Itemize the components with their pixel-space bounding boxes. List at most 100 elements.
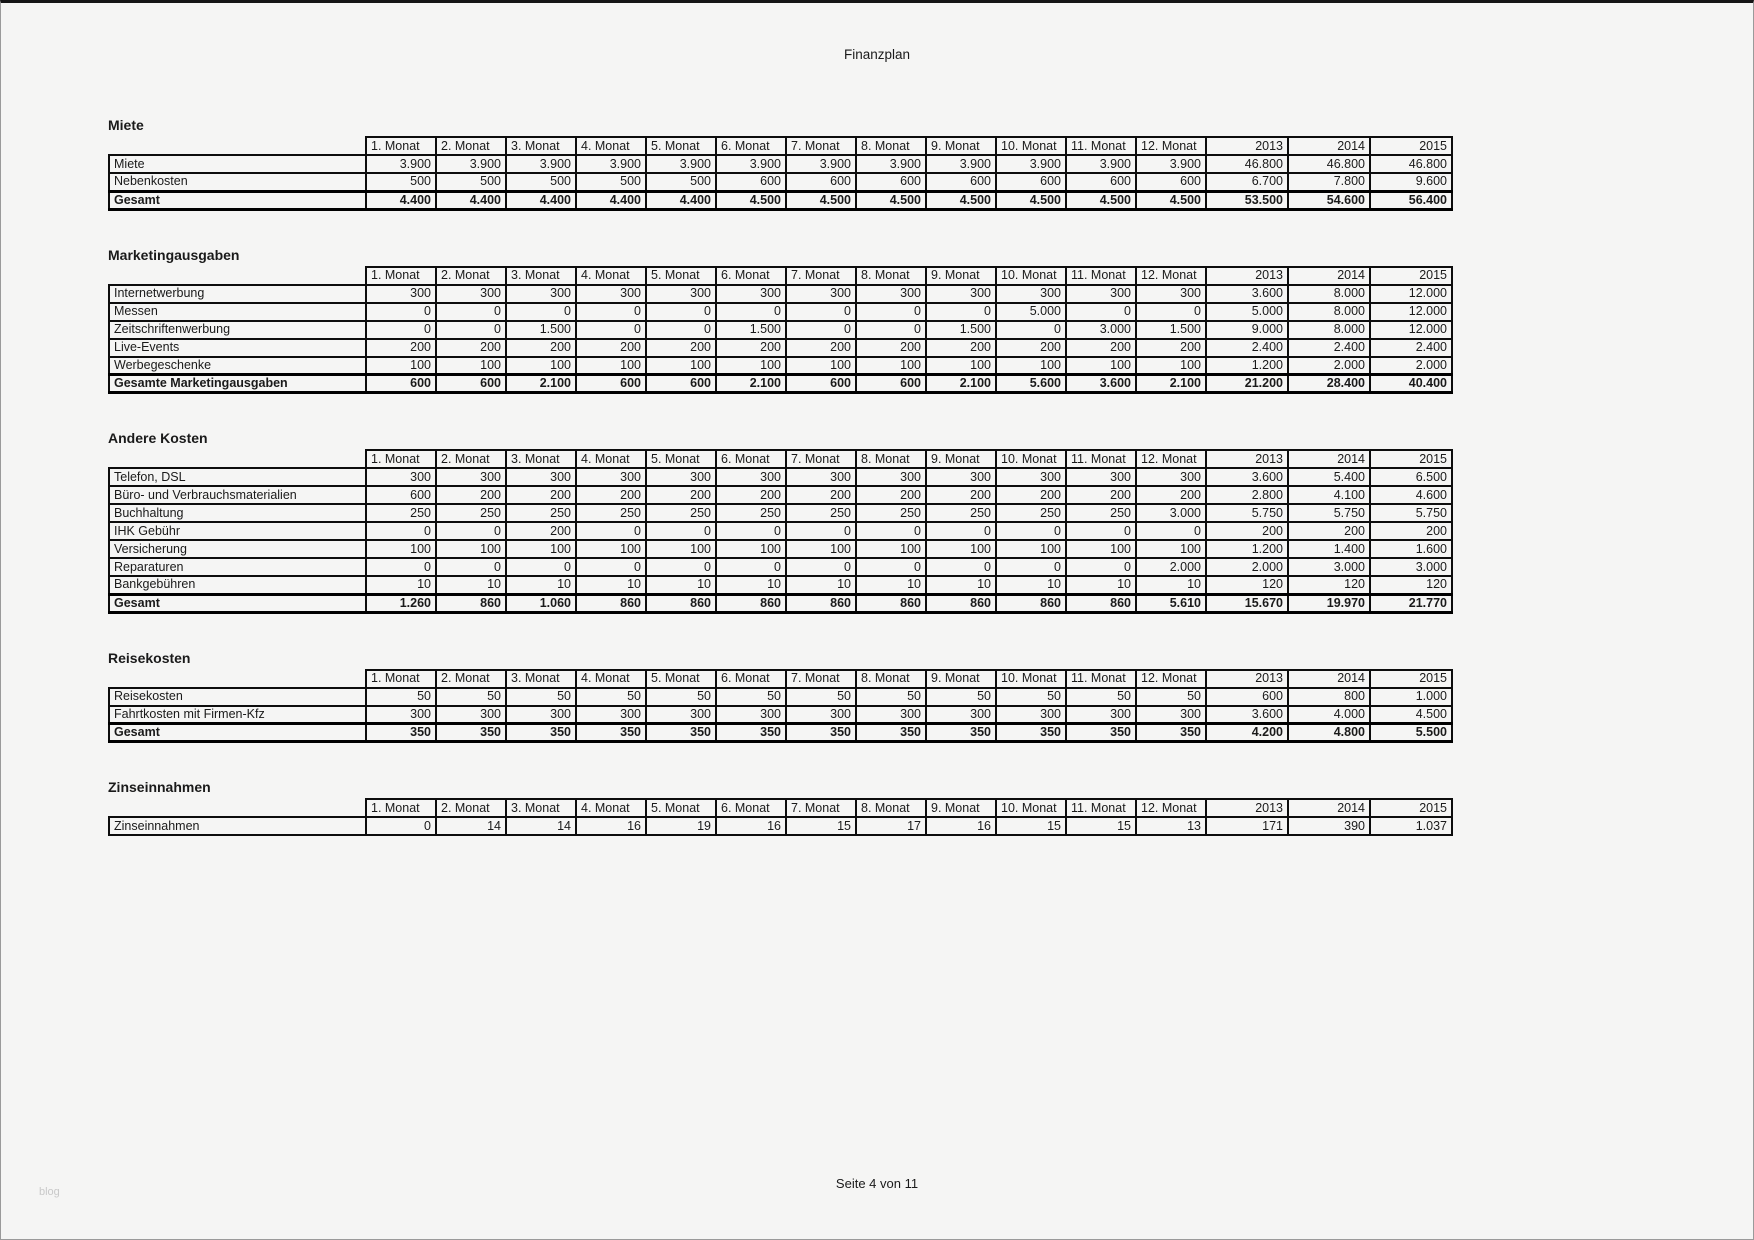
value-cell: 250: [855, 503, 927, 523]
value-cell: 1.500: [715, 319, 787, 340]
value-cell: 10: [1135, 575, 1207, 595]
value-cell: 2.000: [1135, 557, 1207, 577]
column-header: 2. Monat: [435, 136, 507, 156]
value-cell: 0: [855, 521, 927, 541]
row-label: Gesamt: [108, 592, 367, 614]
header-row: 1. Monat 2. Monat 3. Monat 4. Monat 5. Monat…: [109, 136, 1453, 156]
value-cell: 800: [1287, 686, 1371, 707]
value-cell: 350: [645, 722, 717, 743]
value-cell: 3.600: [1205, 704, 1289, 725]
value-cell: 350: [855, 722, 927, 743]
finance-table: 1. Monat 2. Monat 3. Monat 4. Monat 5. Monat…: [108, 798, 1453, 836]
value-cell: 300: [855, 283, 927, 304]
table-row: Reparaturen 0 0 0 0 0 0 0 0 0 0 0 2.000 2.000 3.000 3.0…: [108, 557, 1453, 577]
value-cell: 200: [505, 337, 577, 358]
row-label: Zinseinnahmen: [108, 816, 367, 836]
value-cell: 19: [645, 816, 717, 836]
value-cell: 0: [995, 319, 1067, 340]
value-cell: 300: [785, 704, 857, 725]
value-cell: 500: [645, 172, 717, 192]
blank-corner-cell: [109, 137, 366, 155]
column-header: 9. Monat: [925, 798, 997, 818]
value-cell: 200: [925, 485, 997, 505]
value-cell: 100: [505, 355, 577, 376]
column-header: 7. Monat: [785, 798, 857, 818]
column-header: 2014: [1287, 668, 1371, 689]
finance-table: 1. Monat 2. Monat 3. Monat 4. Monat 5. Monat…: [108, 449, 1453, 614]
value-cell: 5.500: [1369, 722, 1453, 743]
column-header: 10. Monat: [995, 449, 1067, 469]
column-header: 4. Monat: [575, 265, 647, 286]
column-header: 3. Monat: [505, 265, 577, 286]
value-cell: 0: [575, 319, 647, 340]
value-cell: 0: [435, 319, 507, 340]
value-cell: 100: [995, 539, 1067, 559]
value-cell: 4.400: [575, 189, 647, 211]
value-cell: 200: [715, 485, 787, 505]
value-cell: 3.900: [1135, 154, 1207, 174]
value-cell: 14: [505, 816, 577, 836]
value-cell: 100: [995, 355, 1067, 376]
value-cell: 500: [365, 172, 437, 192]
column-header: 2. Monat: [435, 668, 507, 689]
value-cell: 0: [785, 301, 857, 322]
value-cell: 50: [365, 686, 437, 707]
value-cell: 100: [1065, 355, 1137, 376]
value-cell: 300: [1135, 704, 1207, 725]
value-cell: 300: [435, 467, 507, 487]
value-cell: 300: [1065, 283, 1137, 304]
value-cell: 600: [575, 373, 647, 394]
blank-corner-cell: [109, 450, 366, 468]
value-cell: 1.200: [1205, 539, 1289, 559]
row-label: Versicherung: [108, 539, 367, 559]
table-row: Internetwerbung 300 300 300 300 300 300 300 300 3…: [108, 283, 1453, 304]
table-row: Zeitschriftenwerbung 0 0 1.500 0 0 1.500 0 0 1.50…: [108, 319, 1453, 340]
value-cell: 15: [1065, 816, 1137, 836]
value-cell: 200: [575, 485, 647, 505]
value-cell: 46.800: [1287, 154, 1371, 174]
column-header: 4. Monat: [575, 449, 647, 469]
value-cell: 300: [925, 283, 997, 304]
value-cell: 10: [1065, 575, 1137, 595]
value-cell: 1.400: [1287, 539, 1371, 559]
value-cell: 200: [1135, 337, 1207, 358]
table-row: Messen 0 0 0 0 0 0 0 0 0 5.000 0 0 5.000 8.000 12.000: [108, 301, 1453, 322]
column-header: 2014: [1287, 449, 1371, 469]
value-cell: 12.000: [1369, 301, 1453, 322]
value-cell: 8.000: [1287, 319, 1371, 340]
value-cell: 2.400: [1205, 337, 1289, 358]
column-header: 5. Monat: [645, 798, 717, 818]
value-cell: 100: [1135, 355, 1207, 376]
value-cell: 300: [925, 704, 997, 725]
value-cell: 10: [435, 575, 507, 595]
value-cell: 200: [715, 337, 787, 358]
value-cell: 600: [435, 373, 507, 394]
value-cell: 0: [1135, 521, 1207, 541]
table-row: Telefon, DSL 300 300 300 300 300 300 300 300 300 3…: [108, 467, 1453, 487]
value-cell: 0: [365, 816, 437, 836]
value-cell: 100: [785, 539, 857, 559]
row-label: Büro- und Verbrauchsmaterialien: [108, 485, 367, 505]
value-cell: 4.500: [785, 189, 857, 211]
value-cell: 1.000: [1369, 686, 1453, 707]
value-cell: 860: [925, 592, 997, 614]
table-row: Fahrtkosten mit Firmen-Kfz 300 300 300 300 30…: [108, 704, 1453, 725]
value-cell: 2.400: [1287, 337, 1371, 358]
value-cell: 50: [505, 686, 577, 707]
table-row: Versicherung 100 100 100 100 100 100 100 100 100 1…: [108, 539, 1453, 559]
value-cell: 50: [435, 686, 507, 707]
value-cell: 0: [1065, 557, 1137, 577]
value-cell: 0: [1135, 301, 1207, 322]
value-cell: 200: [365, 337, 437, 358]
value-cell: 3.900: [435, 154, 507, 174]
value-cell: 0: [925, 521, 997, 541]
value-cell: 200: [1205, 521, 1289, 541]
value-cell: 13: [1135, 816, 1207, 836]
value-cell: 200: [645, 485, 717, 505]
value-cell: 0: [645, 557, 717, 577]
value-cell: 350: [785, 722, 857, 743]
row-label: Gesamte Marketingausgaben: [108, 373, 367, 394]
value-cell: 5.400: [1287, 467, 1371, 487]
value-cell: 860: [1065, 592, 1137, 614]
